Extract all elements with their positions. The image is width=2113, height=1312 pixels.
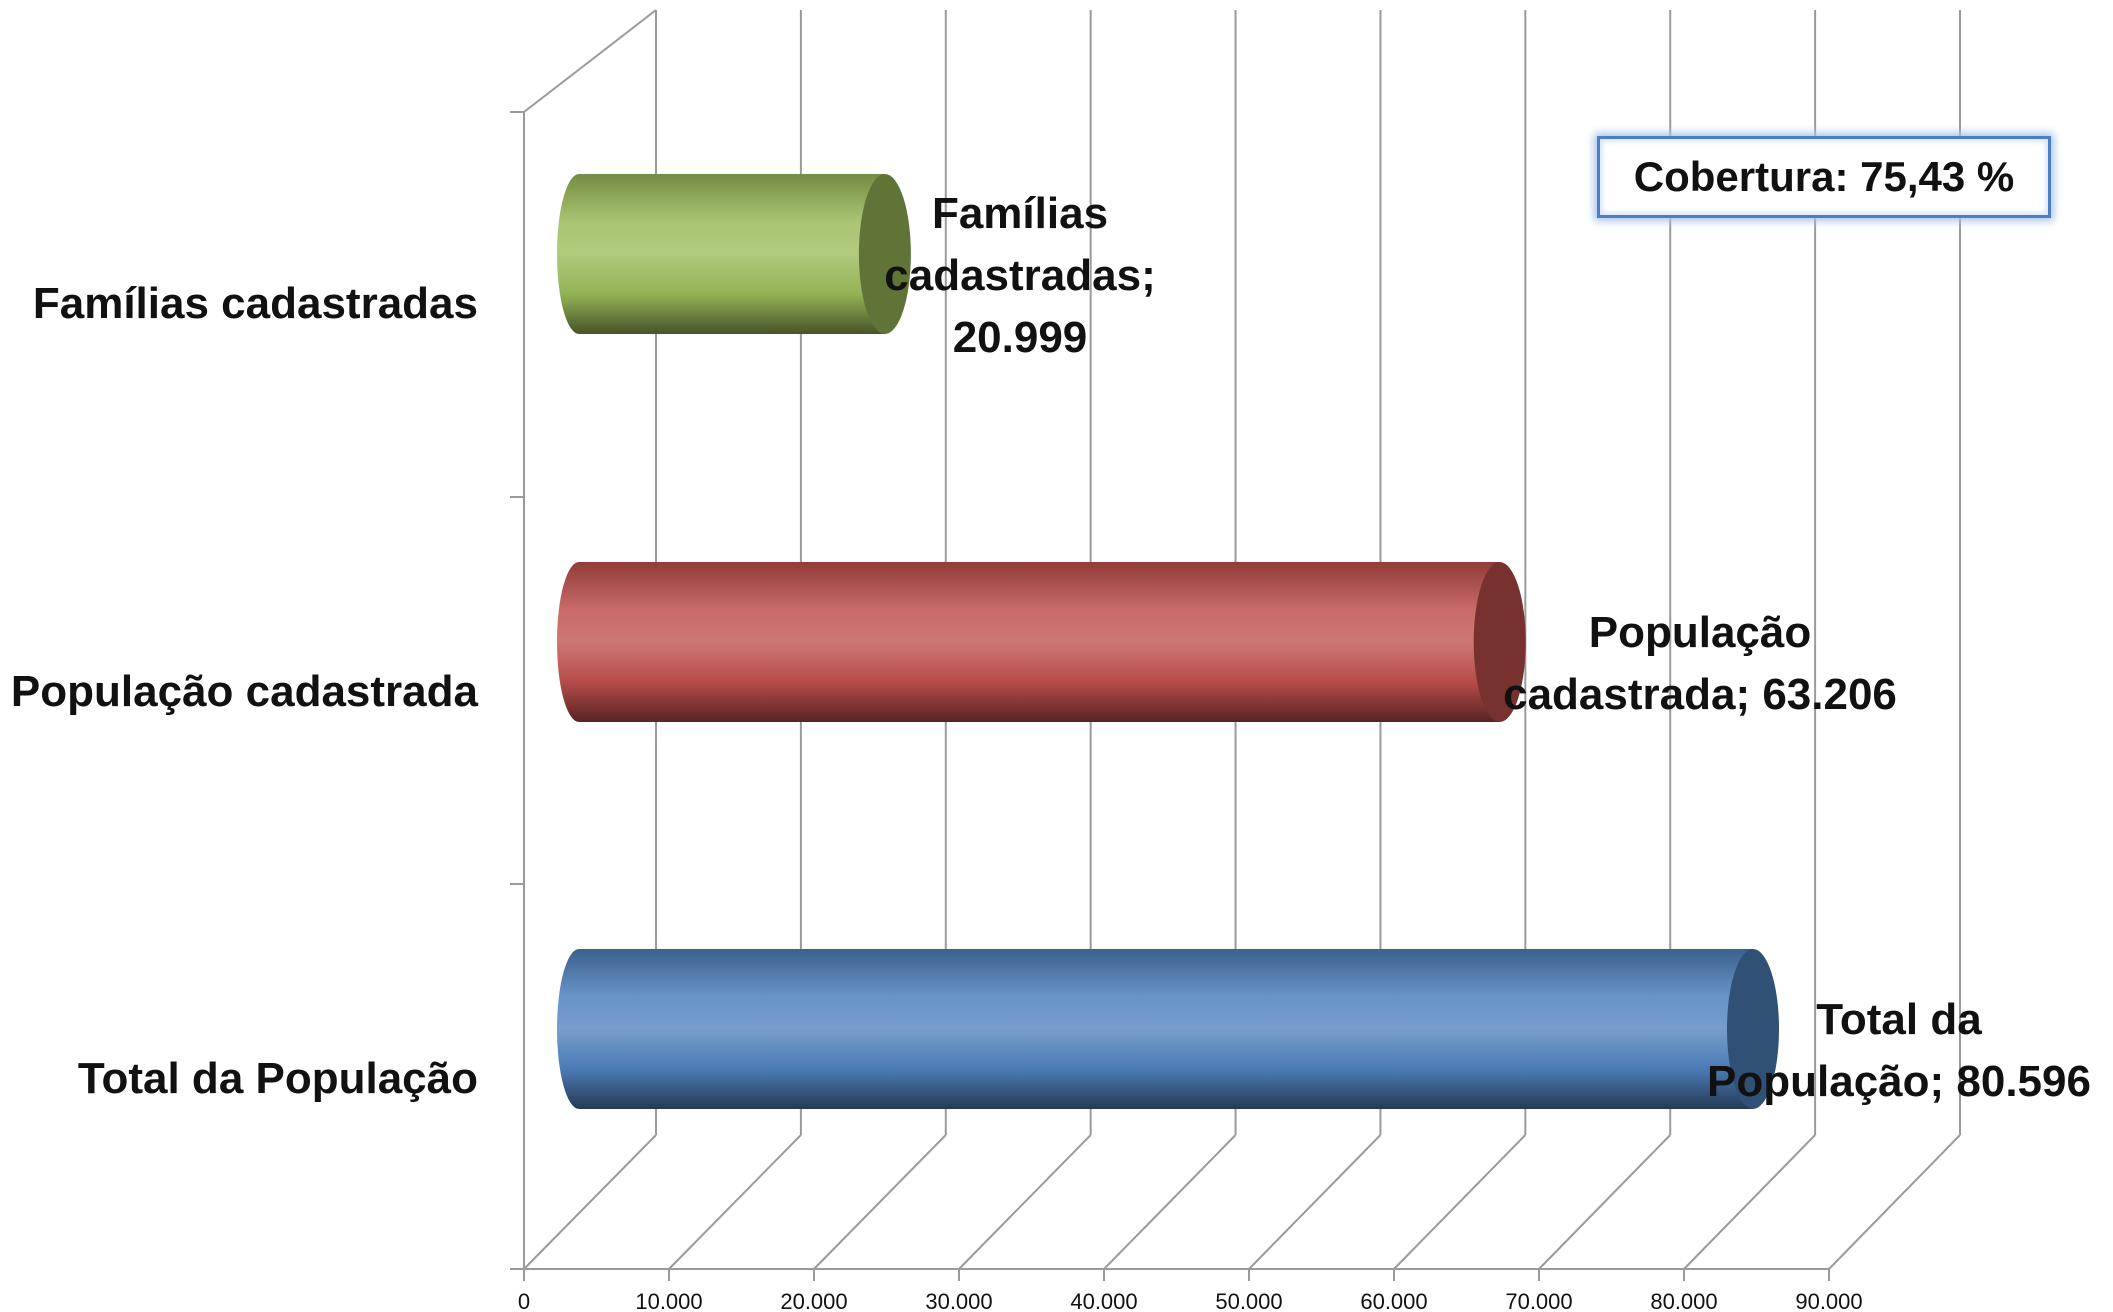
bar-group [557, 562, 1526, 722]
floor-gridline [813, 1134, 947, 1270]
data-label-line: cadastradas; [884, 251, 1155, 300]
floor-gridline [1103, 1134, 1237, 1270]
x-tick-label: 0 [518, 1289, 530, 1312]
data-label-line: Total da [1816, 995, 1982, 1044]
x-tick-label: 80.000 [1650, 1289, 1717, 1312]
data-label: População cadastrada; 63.206 [1503, 608, 1897, 719]
y-axis-top-edge [523, 9, 657, 113]
category-label: Famílias cadastradas [33, 279, 478, 328]
floor-gridline [1538, 1134, 1671, 1270]
data-label: Total da População; 80.596 [1707, 995, 2091, 1106]
category-label: População cadastrada [11, 667, 479, 716]
bar [557, 174, 885, 334]
bar-layer [557, 174, 1780, 1109]
bar-end-cap [858, 174, 911, 334]
coverage-annotation-box: Cobertura: 75,43 % [1597, 136, 2051, 218]
bar-group [557, 174, 911, 334]
x-tick-label: 60.000 [1360, 1289, 1427, 1312]
floor-gridline [523, 1134, 657, 1270]
data-label-line: População; 80.596 [1707, 1057, 2091, 1106]
category-label: Total da População [78, 1054, 478, 1103]
axis-layer [510, 9, 1830, 1281]
data-label: Famílias cadastradas; 20.999 [884, 189, 1155, 362]
x-tick-label: 30.000 [925, 1289, 992, 1312]
x-tick-label: 20.000 [780, 1289, 847, 1312]
bar-group [557, 949, 1780, 1109]
bar [557, 949, 1754, 1109]
x-tick-label: 50.000 [1215, 1289, 1282, 1312]
label-layer: 0 10.000 20.000 30.000 40.000 50.000 60.000 70.… [11, 189, 2091, 1312]
data-label-line: Famílias [932, 189, 1108, 238]
x-tick-label: 40.000 [1070, 1289, 1137, 1312]
floor-gridline [1683, 1134, 1816, 1270]
x-tick-label: 70.000 [1505, 1289, 1572, 1312]
data-label-line: População [1589, 608, 1812, 657]
data-label-line: 20.999 [953, 313, 1088, 362]
x-tick-label: 10.000 [635, 1289, 702, 1312]
floor-gridline [1393, 1134, 1527, 1270]
data-label-line: cadastrada; 63.206 [1503, 670, 1897, 719]
x-tick-label: 90.000 [1795, 1289, 1862, 1312]
bar-end-cap [1473, 562, 1526, 722]
floor-gridline [668, 1134, 802, 1270]
bar-end-cap [1727, 949, 1780, 1109]
bar [557, 562, 1500, 722]
coverage-annotation-text: Cobertura: 75,43 % [1633, 153, 2015, 200]
floor-gridline [1248, 1134, 1382, 1270]
floor-gridline [958, 1134, 1092, 1270]
floor-gridline [1828, 1134, 1961, 1270]
